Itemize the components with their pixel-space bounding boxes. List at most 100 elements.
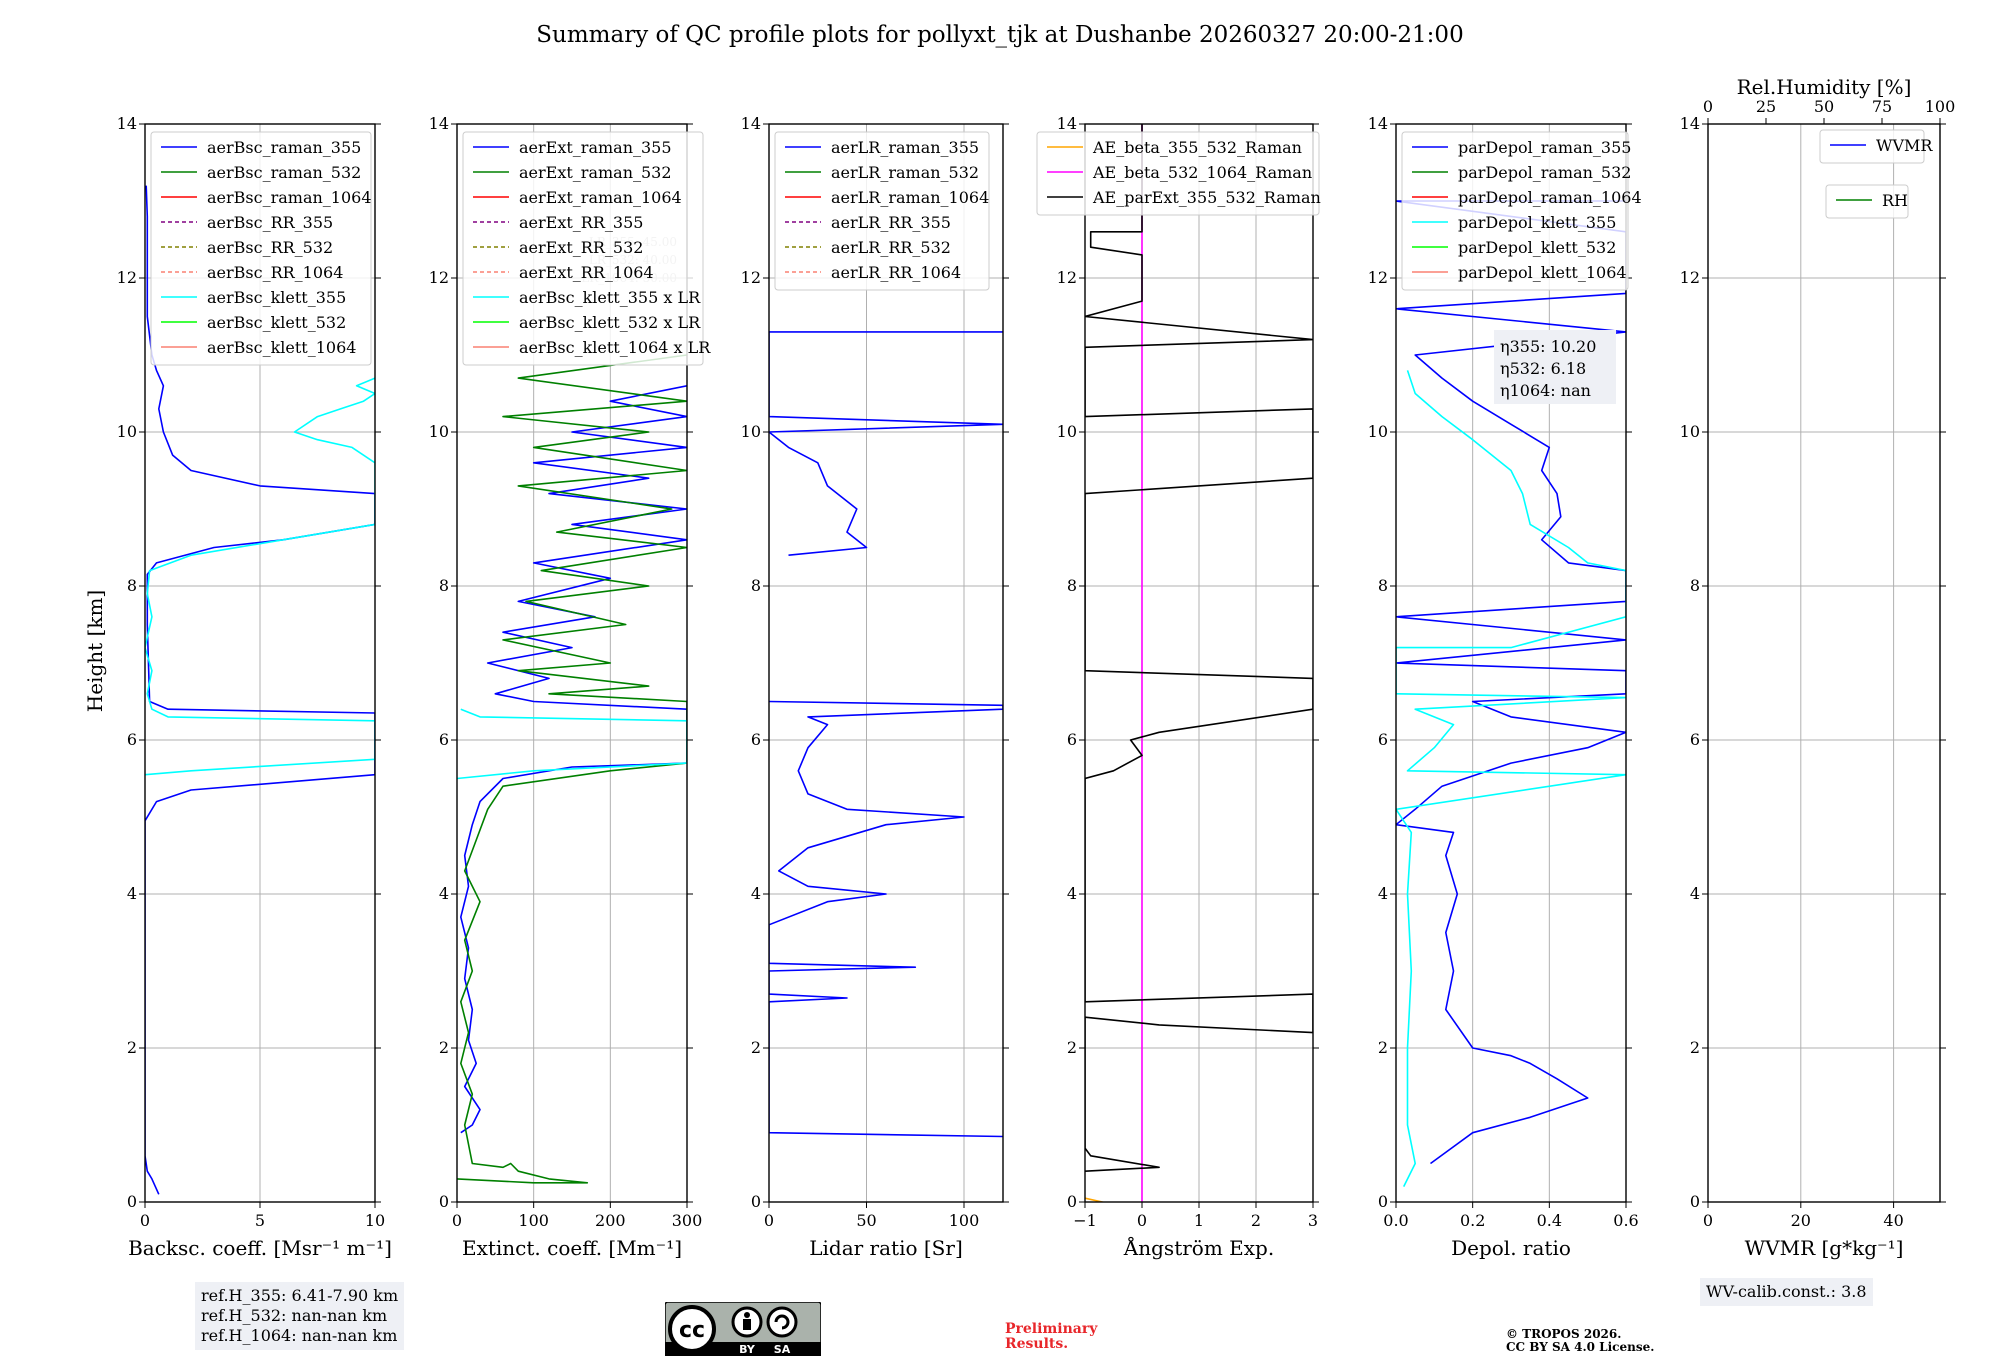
legend-label: aerExt_RR_355 xyxy=(519,213,643,232)
y-tick-label: 4 xyxy=(1690,884,1700,903)
x-tick-label: 2 xyxy=(1251,1211,1261,1230)
angstrom-legend-frame xyxy=(1036,131,1320,216)
y-tick-label: 0 xyxy=(439,1192,449,1211)
x-tick-label: 0 xyxy=(1703,1211,1713,1230)
y-tick-label: 0 xyxy=(127,1192,137,1211)
top-x-tick-label: 25 xyxy=(1756,97,1776,116)
y-tick-label: 6 xyxy=(1690,730,1700,749)
x-tick-label: 0.6 xyxy=(1613,1211,1638,1230)
y-tick-label: 2 xyxy=(1067,1038,1077,1057)
y-tick-label: 14 xyxy=(1680,114,1700,133)
preliminary-note: Preliminary Results. xyxy=(1005,1322,1097,1352)
y-tick-label: 14 xyxy=(1368,114,1388,133)
copyright-note: © TROPOS 2026. CC BY SA 4.0 License. xyxy=(1506,1328,1654,1354)
y-tick-label: 2 xyxy=(751,1038,761,1057)
y-tick-label: 4 xyxy=(751,884,761,903)
x-tick-label: 0.2 xyxy=(1460,1211,1485,1230)
axes-frame xyxy=(1707,123,1941,1203)
chart-panel-lidar_ratio: 0 2 4 6 8 10 12 14 0 50 100 Lidar ratio [Sr] aerLR_r… xyxy=(741,114,1009,1260)
legend-label: aerLR_raman_1064 xyxy=(831,188,989,207)
x-axis-label-extinction: Extinct. coeff. [Mm⁻¹] xyxy=(462,1236,682,1260)
y-tick-label: 6 xyxy=(439,730,449,749)
y-tick-label: 10 xyxy=(117,422,137,441)
y-tick-label: 0 xyxy=(1067,1192,1077,1211)
eta-box xyxy=(1494,330,1616,404)
x-tick-label: 0.4 xyxy=(1537,1211,1562,1230)
y-tick-label: 12 xyxy=(117,268,137,287)
y-tick-label: 8 xyxy=(127,576,137,595)
eta-value: η1064: nan xyxy=(1500,381,1591,400)
copyright-line-1: © TROPOS 2026. xyxy=(1506,1327,1622,1341)
x-tick-label: 200 xyxy=(595,1211,626,1230)
legend-label: parDepol_klett_1064 xyxy=(1458,263,1627,282)
y-tick-label: 12 xyxy=(429,268,449,287)
y-tick-label: 4 xyxy=(127,884,137,903)
series-line-aerbsc-klett-355 xyxy=(145,377,375,776)
x-axis-label-lidar_ratio: Lidar ratio [Sr] xyxy=(809,1236,963,1260)
x-tick-label: −1 xyxy=(1073,1211,1097,1230)
y-tick-label: 4 xyxy=(439,884,449,903)
extinction-legend-frame xyxy=(462,131,704,366)
top-x-tick-label: 50 xyxy=(1814,97,1834,116)
series-line-aerlr-raman-355 xyxy=(769,700,1003,1138)
y-tick-label: 12 xyxy=(1057,268,1077,287)
y-tick-label: 10 xyxy=(1368,422,1388,441)
y-tick-label: 2 xyxy=(1690,1038,1700,1057)
axes-frame xyxy=(456,123,688,1203)
y-tick-label: 8 xyxy=(751,576,761,595)
figure-title: Summary of QC profile plots for pollyxt_… xyxy=(536,22,1464,48)
x-axis-label-backscatter: Backsc. coeff. [Msr⁻¹ m⁻¹] xyxy=(128,1236,392,1260)
legend-label: aerBsc_RR_1064 xyxy=(207,263,343,282)
y-tick-label: 14 xyxy=(429,114,449,133)
y-tick-label: 4 xyxy=(1067,884,1077,903)
y-tick-label: 10 xyxy=(429,422,449,441)
y-tick-label: 4 xyxy=(1378,884,1388,903)
y-tick-label: 14 xyxy=(1057,114,1077,133)
y-tick-label: 14 xyxy=(741,114,761,133)
legend-label: aerExt_raman_532 xyxy=(519,163,672,182)
legend-label: parDepol_raman_1064 xyxy=(1458,188,1642,207)
axes-frame xyxy=(1395,123,1627,1203)
series-line-aerlr-raman-355-upper xyxy=(769,331,1003,556)
legend-label: aerBsc_klett_1064 xyxy=(207,338,356,357)
y-tick-label: 12 xyxy=(1680,268,1700,287)
series-line-aerext-raman-532 xyxy=(457,354,687,1184)
x-tick-label: 100 xyxy=(518,1211,549,1230)
x-tick-label: 10 xyxy=(365,1211,385,1230)
y-tick-label: 6 xyxy=(751,730,761,749)
y-tick-label: 2 xyxy=(439,1038,449,1057)
x-tick-label: 3 xyxy=(1308,1211,1318,1230)
y-tick-label: 12 xyxy=(741,268,761,287)
svg-text:cc: cc xyxy=(679,1318,705,1343)
series-line-aerext-raman-355 xyxy=(459,385,687,1134)
top-x-tick-label: 0 xyxy=(1703,97,1713,116)
y-tick-label: 14 xyxy=(117,114,137,133)
legend-label: aerBsc_raman_355 xyxy=(207,138,361,157)
legend-label: aerBsc_RR_532 xyxy=(207,238,333,257)
y-tick-label: 8 xyxy=(1690,576,1700,595)
x-tick-label: 40 xyxy=(1883,1211,1903,1230)
y-tick-label: 6 xyxy=(127,730,137,749)
legend-label: aerLR_raman_532 xyxy=(831,163,979,182)
y-axis-label: Height [km] xyxy=(83,590,107,712)
x-tick-label: 300 xyxy=(672,1211,703,1230)
chart-panel-depol: 0 2 4 6 8 10 12 14 0.0 0.2 0.4 0.6 Depol. ratio parDe… xyxy=(1368,114,1642,1260)
copyright-line-2: CC BY SA 4.0 License. xyxy=(1506,1340,1655,1354)
ref-height-532: ref.H_532: nan-nan km xyxy=(201,1306,388,1325)
wv-calib-box: WV-calib.const.: 3.8 xyxy=(1700,1278,1873,1306)
legend-label: parDepol_klett_355 xyxy=(1458,213,1616,232)
axes-frame xyxy=(768,123,1004,1203)
y-tick-label: 8 xyxy=(1067,576,1077,595)
y-tick-label: 0 xyxy=(751,1192,761,1211)
legend-label: aerLR_RR_1064 xyxy=(831,263,961,282)
x-tick-label: 0 xyxy=(764,1211,774,1230)
cc-sa-label: SA xyxy=(774,1343,791,1356)
series-line-aerbsc-raman-355 xyxy=(145,185,375,1195)
legend-label: aerBsc_klett_355 x LR xyxy=(519,288,701,307)
x-tick-label: 5 xyxy=(255,1211,265,1230)
y-tick-label: 10 xyxy=(741,422,761,441)
legend-label: AE_parExt_355_532_Raman xyxy=(1092,188,1321,207)
legend-label: parDepol_klett_532 xyxy=(1458,238,1616,257)
